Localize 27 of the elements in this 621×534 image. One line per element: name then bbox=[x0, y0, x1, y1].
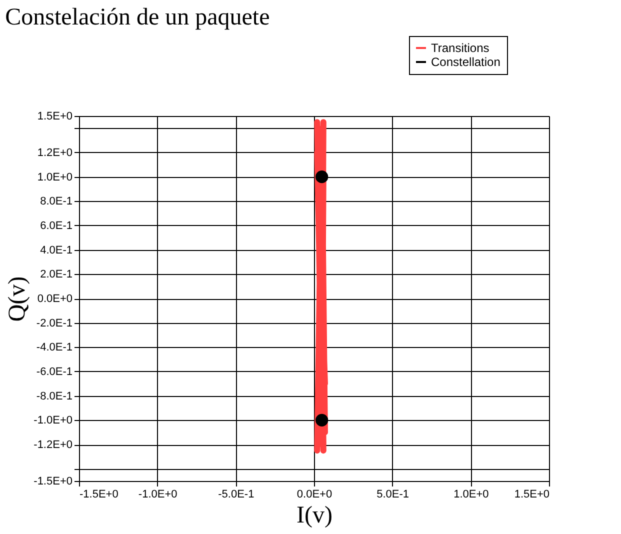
y-tick-label: -2.0E-1 bbox=[36, 317, 72, 330]
y-tick-label: 1.2E+0 bbox=[37, 147, 72, 159]
x-tick-label: 1.0E+0 bbox=[454, 488, 489, 500]
chart-title: Constelación de un paquete bbox=[5, 4, 270, 30]
x-tick-label: 0.0E+0 bbox=[296, 488, 332, 500]
x-tick-label: -5.0E-1 bbox=[218, 488, 254, 500]
x-axis-title: I(v) bbox=[296, 502, 332, 528]
y-tick-label: 6.0E-1 bbox=[40, 220, 72, 232]
y-tick-label: -6.0E-1 bbox=[36, 366, 72, 378]
x-tick-label: 5.0E-1 bbox=[376, 488, 410, 500]
x-tick-label: -1.5E+0 bbox=[80, 488, 118, 500]
y-axis-title: Q(v) bbox=[4, 276, 31, 322]
x-tick-label: 1.5E+0 bbox=[514, 488, 550, 500]
y-tick-label: 1.0E+0 bbox=[37, 171, 72, 184]
legend-label: Transitions bbox=[431, 41, 490, 55]
y-tick-label: 8.0E-1 bbox=[40, 196, 72, 208]
x-tick-label: -1.0E+0 bbox=[138, 488, 178, 500]
y-tick-label: -1.2E+0 bbox=[34, 439, 72, 451]
y-tick-label: -4.0E-1 bbox=[36, 342, 72, 354]
y-tick-label: 0.0E+0 bbox=[37, 293, 72, 305]
y-tick-label: 1.5E+0 bbox=[37, 110, 72, 122]
legend-label: Constellation bbox=[431, 55, 500, 69]
y-tick-label: -1.5E+0 bbox=[34, 476, 72, 488]
y-tick-label: 2.0E-1 bbox=[40, 268, 72, 281]
y-tick-label: 4.0E-1 bbox=[40, 244, 72, 256]
y-tick-label: -8.0E-1 bbox=[36, 390, 72, 402]
y-tick-label: -1.0E+0 bbox=[34, 414, 72, 427]
